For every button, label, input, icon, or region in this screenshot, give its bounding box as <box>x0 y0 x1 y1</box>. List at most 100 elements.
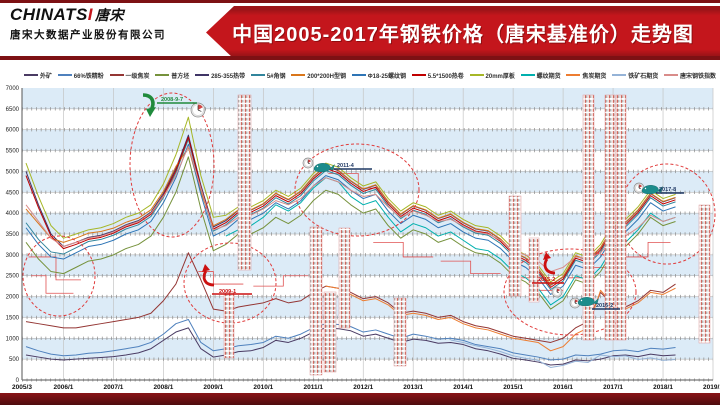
clock-icon <box>551 286 563 298</box>
legend-swatch <box>57 74 72 76</box>
series-line-200*200H型钢 <box>25 147 676 286</box>
y-axis-label: 3500 <box>6 232 20 238</box>
legend-item: 一级焦炭 <box>109 71 150 80</box>
company-name: 唐宋大数据产业股份有限公司 <box>10 29 166 41</box>
vertical-note-strip <box>528 237 540 303</box>
legend-label: 5.5*1500热卷 <box>427 73 464 80</box>
legend-item: 200*200H型钢 <box>291 71 346 80</box>
whale-icon <box>641 185 663 195</box>
legend-item: 5#角钢 <box>250 71 286 80</box>
event-date-label: 2011-4 <box>337 163 355 169</box>
plot-band <box>22 359 713 380</box>
y-axis-label: 5000 <box>6 169 20 175</box>
event-date-label: 2008-9-7 <box>161 97 183 103</box>
x-axis-label: 2009/1 <box>203 384 223 391</box>
vertical-note-strip <box>309 226 323 376</box>
vertical-note-strip <box>223 291 235 359</box>
clock-icon <box>633 182 645 194</box>
legend-label: 66%铁精粉 <box>73 73 104 80</box>
legend-label: 外矿 <box>40 73 53 80</box>
price-step-annotation <box>373 241 434 258</box>
company-logo: CHINATSI 唐宋 唐宋大数据产业股份有限公司 <box>10 5 210 54</box>
x-axis-label: 2013/1 <box>403 384 423 391</box>
legend-label: 200*200H型钢 <box>307 73 346 80</box>
clock-icon <box>302 157 314 169</box>
whale-icon <box>313 163 335 173</box>
logo-wordmark: CHINATSI 唐宋 <box>10 5 125 24</box>
legend-label: 普方坯 <box>171 73 190 80</box>
legend-label: 唐宋钢铁指数 <box>679 73 716 80</box>
vertical-note-strip <box>698 204 711 344</box>
series-line-20mm厚板 <box>25 116 676 283</box>
y-axis-label: 7000 <box>6 86 20 92</box>
legend-item: 66%铁精粉 <box>57 71 104 80</box>
x-axis-label: 2015/1 <box>503 384 523 391</box>
series-line-唐宋钢铁指数 <box>25 145 676 273</box>
chart-legend: 外矿 66%铁精粉 一级焦炭 普方坯 285-355热带 5#角钢 200*200H型钢 Φ1… <box>24 68 716 82</box>
x-axis-label: 2006/1 <box>54 384 74 391</box>
logo-slash: I <box>87 5 94 24</box>
y-axis-label: 0 <box>16 378 20 384</box>
x-axis-label: 2007/1 <box>103 384 123 391</box>
legend-swatch <box>109 74 124 76</box>
plot-band <box>22 296 713 318</box>
clock-icon <box>190 102 206 118</box>
series-line-5.5*1500热卷 <box>25 136 676 288</box>
plot-band <box>22 192 713 214</box>
header-separator <box>0 56 720 60</box>
plot-band <box>22 213 713 234</box>
series-line-5#角钢 <box>25 138 676 290</box>
y-axis-label: 2500 <box>6 274 20 280</box>
x-axis-label: 2018/1 <box>653 384 673 391</box>
legend-swatch <box>291 74 306 76</box>
highlight-ellipse <box>183 242 277 324</box>
y-axis-label: 5500 <box>6 149 20 155</box>
legend-label: 20mm厚板 <box>485 73 515 80</box>
highlight-ellipse <box>22 235 96 317</box>
header: CHINATSI 唐宋 唐宋大数据产业股份有限公司 中国2005-2017年钢铁价… <box>0 3 720 59</box>
legend-label: Φ18-25螺纹钢 <box>367 73 407 80</box>
event-date-label: 2009-1 <box>219 289 236 295</box>
legend-item: 20mm厚板 <box>469 71 515 80</box>
legend-swatch <box>195 74 210 76</box>
y-axis-label: 6500 <box>6 107 20 113</box>
legend-item: 普方坯 <box>155 71 189 80</box>
x-axis-label: 2010/1 <box>253 384 273 391</box>
legend-swatch <box>155 74 170 76</box>
y-axis-label: 4000 <box>6 211 20 217</box>
price-step-annotation <box>30 275 74 294</box>
legend-label: 铁矿石期货 <box>628 73 659 80</box>
title-banner: 中国2005-2017年钢铁价格（唐宋基准价）走势图 <box>206 6 720 59</box>
y-axis-label: 4500 <box>6 190 20 196</box>
legend-swatch <box>250 74 265 76</box>
legend-item: Φ18-25螺纹钢 <box>351 71 407 80</box>
price-step-annotation <box>440 260 501 275</box>
legend-swatch <box>469 74 484 76</box>
x-axis-label: 2019/1 <box>703 384 720 391</box>
vertical-note-strip <box>393 297 407 367</box>
plot-band <box>22 317 713 339</box>
arrow-down-icon <box>142 93 156 117</box>
y-axis-label: 1500 <box>6 315 20 321</box>
legend-item: 外矿 <box>24 71 52 80</box>
legend-item: 唐宋钢铁指数 <box>663 71 716 80</box>
x-axis-label: 2011/1 <box>304 384 324 391</box>
x-axis-label: 2016/1 <box>553 384 573 391</box>
legend-item: 螺纹期货 <box>520 71 561 80</box>
event-date-label: 2016-2 <box>596 303 613 309</box>
price-step-annotation <box>328 173 381 189</box>
page-title: 中国2005-2017年钢铁价格（唐宋基准价）走势图 <box>232 24 694 46</box>
legend-item: 焦炭期货 <box>566 71 606 80</box>
legend-swatch <box>351 74 366 76</box>
arrow-up-icon <box>543 252 556 275</box>
x-axis-label: 2005/3 <box>12 384 32 391</box>
x-axis-label: 2008/1 <box>153 384 173 391</box>
legend-label: 一级焦炭 <box>125 73 150 80</box>
x-axis-label: 2014/1 <box>453 384 473 391</box>
legend-label: 285-355热带 <box>211 73 246 80</box>
highlight-ellipse <box>294 143 420 237</box>
price-step-annotation <box>28 256 81 281</box>
top-red-strip <box>0 0 720 3</box>
logo-chinese: 唐宋 <box>95 7 125 23</box>
